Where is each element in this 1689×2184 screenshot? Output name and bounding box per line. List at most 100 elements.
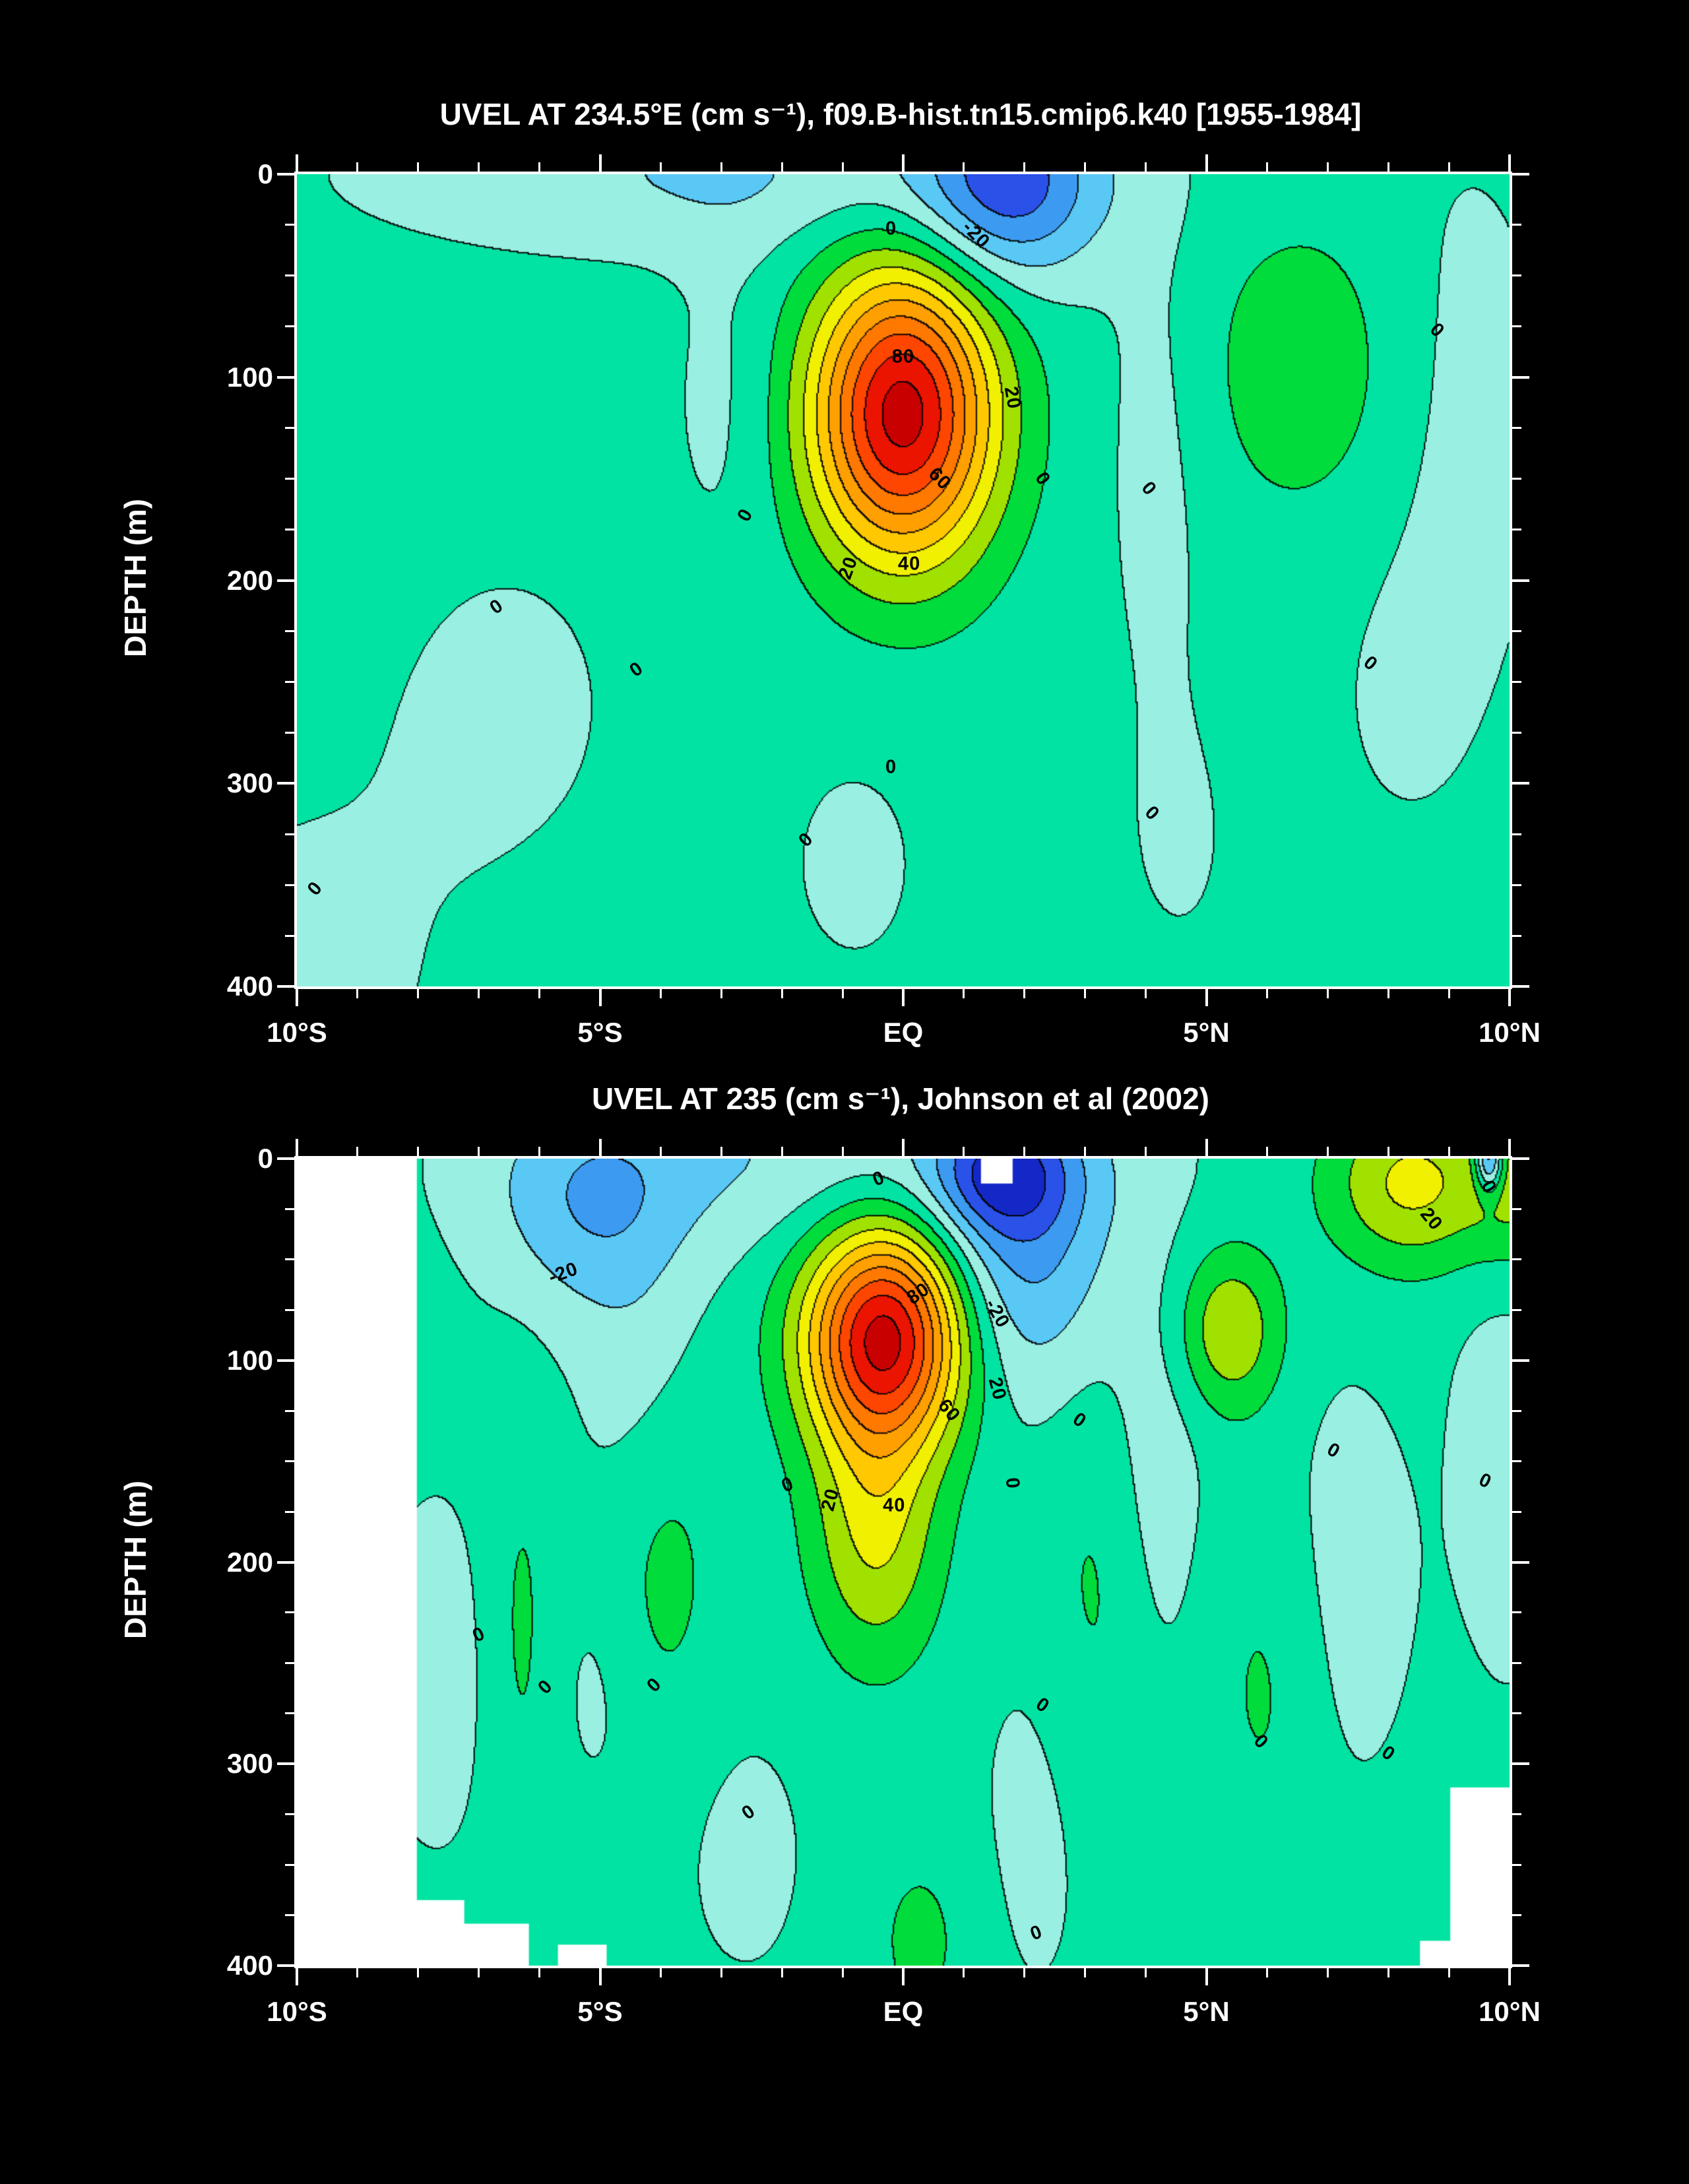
x-tick-label: 10°N xyxy=(1479,1017,1541,1048)
contour-label: 40 xyxy=(883,1494,906,1516)
x-axis-tick xyxy=(1387,162,1389,172)
x-axis-tick xyxy=(417,1147,420,1156)
x-axis-tick xyxy=(538,989,541,998)
y-axis-tick xyxy=(285,1914,294,1917)
y-axis-tick xyxy=(285,1207,294,1210)
y-axis-tick xyxy=(1512,427,1521,430)
y-axis-tick xyxy=(285,1460,294,1463)
y-axis-tick xyxy=(1512,1813,1521,1816)
x-axis-tick xyxy=(1508,154,1511,172)
x-tick-label: 10°S xyxy=(267,1996,327,2027)
y-axis-tick xyxy=(277,985,294,988)
contour-label: 0 xyxy=(885,218,897,240)
y-axis-tick xyxy=(285,1813,294,1816)
y-axis-tick xyxy=(285,731,294,734)
x-tick-label: 5°S xyxy=(577,1996,623,2027)
y-tick-label: 200 xyxy=(226,1546,273,1578)
x-axis-tick xyxy=(659,1147,662,1156)
y-axis-tick xyxy=(285,224,294,226)
x-axis-tick xyxy=(1387,1147,1389,1156)
contour-label: 40 xyxy=(898,553,921,575)
y-tick-label: 0 xyxy=(257,1143,273,1174)
x-tick-label: 10°N xyxy=(1479,1996,1541,2027)
x-axis-tick xyxy=(781,989,783,998)
x-axis-tick xyxy=(841,989,844,998)
x-axis-tick xyxy=(1265,1968,1268,1977)
y-axis-tick xyxy=(277,1359,294,1362)
y-tick-label: 300 xyxy=(226,1748,273,1780)
y-axis-tick xyxy=(1512,529,1521,531)
x-axis-tick xyxy=(296,154,298,172)
observations-contour-field-canvas xyxy=(297,1159,1510,1966)
y-tick-label: 200 xyxy=(226,564,273,596)
x-axis-tick xyxy=(1145,1147,1147,1156)
model-contour-field-canvas xyxy=(297,174,1510,986)
x-axis-tick xyxy=(1145,1968,1147,1977)
x-axis-tick xyxy=(356,1968,359,1977)
y-axis-tick xyxy=(1512,1258,1521,1261)
x-tick-label: 5°N xyxy=(1183,1017,1230,1048)
y-axis-tick xyxy=(1512,1560,1529,1564)
y-axis-tick xyxy=(1512,1460,1521,1463)
y-axis-tick xyxy=(1512,1661,1521,1664)
y-axis-tick xyxy=(277,1560,294,1564)
x-axis-tick xyxy=(538,1147,541,1156)
x-axis-tick xyxy=(417,1968,420,1977)
y-axis-tick xyxy=(1512,1359,1529,1362)
y-axis-tick xyxy=(285,427,294,430)
y-axis-tick xyxy=(285,833,294,835)
y-axis-tick xyxy=(277,375,294,379)
y-axis-tick xyxy=(1512,478,1521,480)
x-axis-tick xyxy=(1145,989,1147,998)
x-axis-tick xyxy=(478,1968,480,1977)
x-axis-tick xyxy=(356,162,359,172)
x-axis-tick xyxy=(841,1968,844,1977)
x-axis-tick xyxy=(1448,1968,1450,1977)
x-axis-tick xyxy=(963,1968,965,1977)
y-axis-tick xyxy=(285,1863,294,1866)
y-axis-tick xyxy=(285,934,294,937)
x-axis-tick xyxy=(902,154,905,172)
y-axis-tick xyxy=(285,1712,294,1715)
panel-observations-title: UVEL AT 235 (cm s⁻¹), Johnson et al (200… xyxy=(591,1081,1209,1116)
x-axis-tick xyxy=(1508,1968,1511,1985)
model-contour-label-layer: 0 -20 80 20 60 40 20 0 0 0 0 0 0 0 0 0 0 0 xyxy=(297,174,1510,986)
y-axis-tick xyxy=(1512,1964,1529,1967)
y-tick-label: 100 xyxy=(226,361,273,393)
x-axis-tick xyxy=(781,162,783,172)
x-axis-tick xyxy=(1084,1968,1087,1977)
y-axis-tick xyxy=(1512,325,1521,328)
y-axis-tick xyxy=(1512,1611,1521,1614)
panel-observations-plot-area: 0 0 20 -20 80 -20 20 60 0 0 0 0 20 40 0 0 0 0 0 0 0 0 0 10°S 5°… xyxy=(227,1139,1541,2027)
x-axis-tick xyxy=(720,1968,722,1977)
y-axis-tick xyxy=(1512,1207,1521,1210)
x-tick-label: 10°S xyxy=(267,1017,327,1048)
x-axis-tick xyxy=(1205,1968,1208,1985)
y-axis-tick xyxy=(285,1510,294,1513)
x-axis-tick xyxy=(1205,1139,1208,1156)
x-axis-tick xyxy=(720,162,722,172)
x-axis-tick xyxy=(1205,989,1208,1006)
x-tick-label: EQ xyxy=(883,1017,924,1048)
x-axis-tick xyxy=(659,989,662,998)
observations-contour-label-layer: 0 0 20 -20 80 -20 20 60 0 0 0 0 20 40 0 0 0 0 0 0 0 0 0 xyxy=(297,1159,1510,1966)
y-axis-tick xyxy=(1512,1914,1521,1917)
y-axis-tick xyxy=(1512,782,1529,785)
panel-model-depth-axis-label: DEPTH (m) xyxy=(118,498,152,658)
y-axis-tick xyxy=(285,325,294,328)
panel-model-plot-area: 0 -20 80 20 60 40 20 0 0 0 0 0 0 0 0 0 0 0 10°S 5°S EQ 5°N 10… xyxy=(227,154,1541,1048)
x-axis-tick xyxy=(1387,989,1389,998)
y-axis-tick xyxy=(1512,274,1521,277)
y-axis-tick xyxy=(285,1661,294,1664)
x-axis-tick xyxy=(1205,154,1208,172)
observations-axis-tick-layer: 10°S 5°S EQ 5°N 10°N 0 100 200 300 400 xyxy=(227,1139,1541,2027)
y-axis-tick xyxy=(277,1157,294,1160)
x-axis-tick xyxy=(1084,162,1087,172)
x-axis-tick xyxy=(841,1147,844,1156)
x-axis-tick xyxy=(478,162,480,172)
x-axis-tick xyxy=(902,1139,905,1156)
y-axis-tick xyxy=(1512,1409,1521,1412)
y-axis-tick xyxy=(1512,680,1521,683)
x-axis-tick xyxy=(659,162,662,172)
x-axis-tick xyxy=(598,1968,602,1985)
